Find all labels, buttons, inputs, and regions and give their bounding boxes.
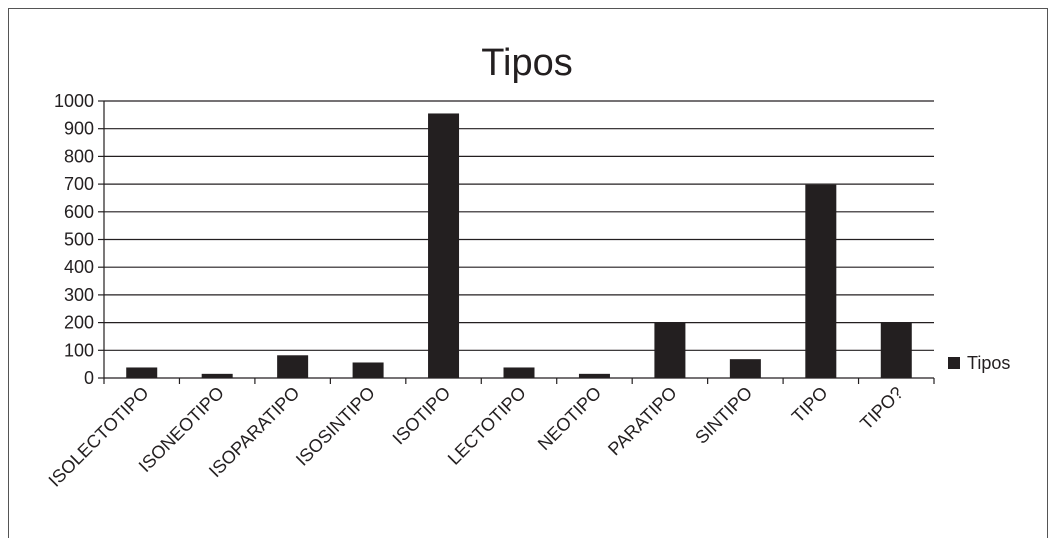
y-tick-label: 600	[64, 202, 94, 222]
bar	[352, 362, 384, 378]
bar	[805, 184, 837, 378]
legend-swatch	[948, 357, 960, 369]
y-tick-label: 0	[84, 368, 94, 388]
x-tick-label: TIPO?	[856, 383, 907, 434]
x-tick-label: NEOTIPO	[534, 383, 605, 454]
bar	[880, 322, 912, 378]
x-tick-label: ISOLECTOTIPO	[45, 383, 153, 491]
y-tick-label: 900	[64, 119, 94, 139]
x-tick-label: LECTOTIPO	[444, 383, 530, 469]
y-tick-label: 500	[64, 230, 94, 250]
bar	[729, 359, 761, 378]
bar	[654, 322, 686, 378]
x-tick-label: ISOSINTIPO	[292, 383, 379, 470]
bar	[503, 367, 535, 378]
x-tick-label: PARATIPO	[604, 383, 681, 460]
chart-title: Tipos	[481, 42, 573, 84]
chart-frame	[8, 8, 1048, 538]
bar	[578, 373, 610, 378]
bar	[126, 367, 158, 378]
y-tick-label: 300	[64, 285, 94, 305]
x-tick-label: SINTIPO	[691, 383, 756, 448]
x-tick-label: ISOTIPO	[389, 383, 455, 449]
bar	[201, 373, 233, 378]
y-tick-label: 1000	[54, 91, 94, 111]
legend-label: Tipos	[967, 353, 1010, 373]
y-tick-label: 100	[64, 340, 94, 360]
x-tick-label: TIPO	[788, 383, 832, 427]
y-tick-label: 400	[64, 257, 94, 277]
y-tick-label: 200	[64, 313, 94, 333]
y-tick-label: 700	[64, 174, 94, 194]
bar	[277, 355, 309, 378]
y-tick-label: 800	[64, 146, 94, 166]
bar	[428, 113, 460, 378]
